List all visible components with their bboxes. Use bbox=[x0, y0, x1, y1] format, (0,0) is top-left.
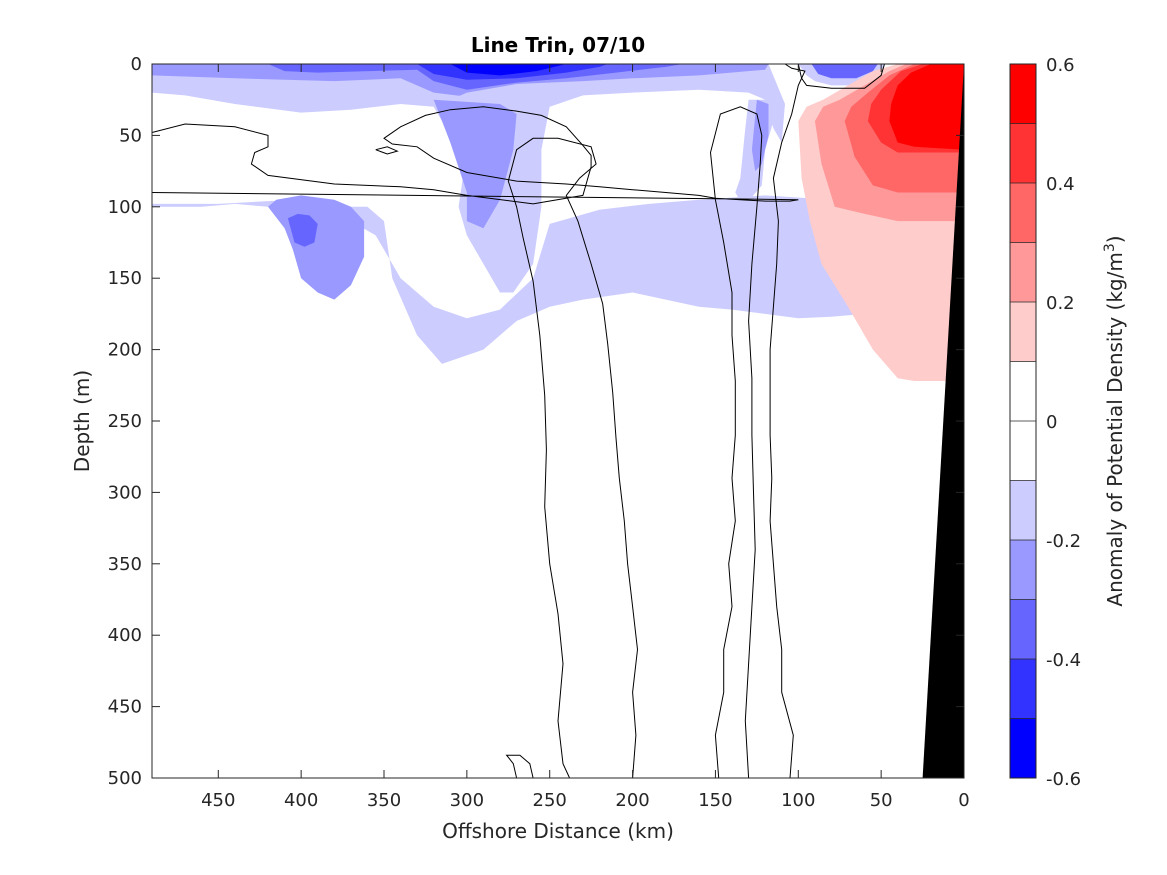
y-tick-label: 200 bbox=[108, 340, 142, 361]
y-tick-label: 50 bbox=[119, 125, 142, 146]
y-tick-label: 350 bbox=[108, 554, 142, 575]
colorbar-unit-prefix: (kg/m bbox=[1103, 252, 1127, 310]
colorbar: 0.6 0.4 0.2 0 -0.2 -0.4 -0.6 Anomaly of Potent… bbox=[1009, 55, 1127, 790]
y-axis-label: Depth (m) bbox=[70, 370, 94, 472]
chart-title: Line Trin, 07/10 bbox=[471, 33, 645, 57]
region-positive-5 bbox=[889, 64, 964, 150]
x-axis-ticks: 450 400 350 300 250 200 150 100 50 0 bbox=[201, 64, 970, 811]
contour-center bbox=[507, 137, 639, 779]
region-coastal-negative-core bbox=[751, 99, 769, 172]
colorbar-cell bbox=[1010, 480, 1036, 541]
colorbar-unit-exp: 3 bbox=[1102, 243, 1118, 252]
x-tick-label: 450 bbox=[201, 790, 235, 811]
contour-near-coast bbox=[769, 63, 806, 779]
colorbar-cell bbox=[1010, 123, 1036, 184]
colorbar-cell bbox=[1010, 599, 1036, 660]
colorbar-cell bbox=[1010, 421, 1036, 481]
contour-small-1 bbox=[375, 146, 399, 155]
x-tick-label: 200 bbox=[615, 790, 649, 811]
colorbar-label-text: Anomaly of Potential Density bbox=[1103, 317, 1127, 607]
y-tick-label: 300 bbox=[108, 482, 142, 503]
colorbar-tick-label: -0.2 bbox=[1046, 531, 1081, 552]
y-tick-label: 500 bbox=[108, 768, 142, 789]
y-axis-ticks: 0 50 100 150 200 250 300 350 400 450 500 bbox=[108, 54, 964, 789]
colorbar-cell bbox=[1010, 242, 1036, 303]
y-tick-label: 0 bbox=[131, 54, 142, 75]
colorbar-tick-label: 0.4 bbox=[1046, 174, 1075, 195]
colorbar-tick-label: 0.2 bbox=[1046, 293, 1075, 314]
y-tick-label: 100 bbox=[108, 197, 142, 218]
colorbar-cell bbox=[1010, 718, 1036, 779]
contour-surface-coast bbox=[797, 63, 885, 89]
filled-contour-regions bbox=[152, 64, 964, 381]
x-tick-label: 250 bbox=[533, 790, 567, 811]
x-tick-label: 400 bbox=[284, 790, 318, 811]
colorbar-cell bbox=[1010, 183, 1036, 243]
colorbar-cell bbox=[1010, 64, 1036, 124]
x-tick-label: 300 bbox=[450, 790, 484, 811]
region-deep-negative-core-2 bbox=[287, 213, 318, 247]
colorbar-tick-label: 0 bbox=[1046, 412, 1057, 433]
x-tick-label: 100 bbox=[781, 790, 815, 811]
seafloor-topography bbox=[922, 64, 964, 778]
x-tick-label: 50 bbox=[870, 790, 893, 811]
contour-left-lobe bbox=[151, 106, 799, 205]
x-axis-label: Offshore Distance (km) bbox=[442, 819, 674, 843]
y-tick-label: 400 bbox=[108, 625, 142, 646]
region-coastal-surface-negative-core bbox=[811, 64, 878, 79]
y-tick-label: 150 bbox=[108, 268, 142, 289]
colorbar-tick-label: 0.6 bbox=[1046, 55, 1075, 76]
colorbar-cells bbox=[1010, 64, 1036, 779]
colorbar-ticks: 0.6 0.4 0.2 0 -0.2 -0.4 -0.6 bbox=[1046, 55, 1081, 790]
y-tick-label: 250 bbox=[108, 411, 142, 432]
continental-slope bbox=[922, 64, 964, 778]
zero-contour-lines bbox=[151, 63, 885, 779]
colorbar-cell bbox=[1010, 361, 1036, 422]
region-deep-negative bbox=[152, 195, 964, 364]
colorbar-tick-label: -0.4 bbox=[1046, 650, 1081, 671]
x-tick-label: 350 bbox=[367, 790, 401, 811]
colorbar-frame bbox=[1009, 63, 1037, 779]
colorbar-label: Anomaly of Potential Density (kg/m3) bbox=[1102, 235, 1127, 606]
colorbar-tick-label: -0.6 bbox=[1046, 769, 1081, 790]
contour-bottom bbox=[505, 754, 534, 779]
colorbar-cell bbox=[1010, 302, 1036, 362]
contour-east bbox=[709, 106, 763, 779]
x-tick-label: 0 bbox=[958, 790, 969, 811]
region-deep-negative-core bbox=[268, 195, 365, 300]
x-tick-label: 150 bbox=[698, 790, 732, 811]
colorbar-unit-suffix: ) bbox=[1103, 235, 1127, 243]
colorbar-cell bbox=[1010, 659, 1036, 719]
region-surface-negative-core-4 bbox=[450, 64, 567, 76]
y-tick-label: 450 bbox=[108, 697, 142, 718]
colorbar-cell bbox=[1010, 540, 1036, 600]
